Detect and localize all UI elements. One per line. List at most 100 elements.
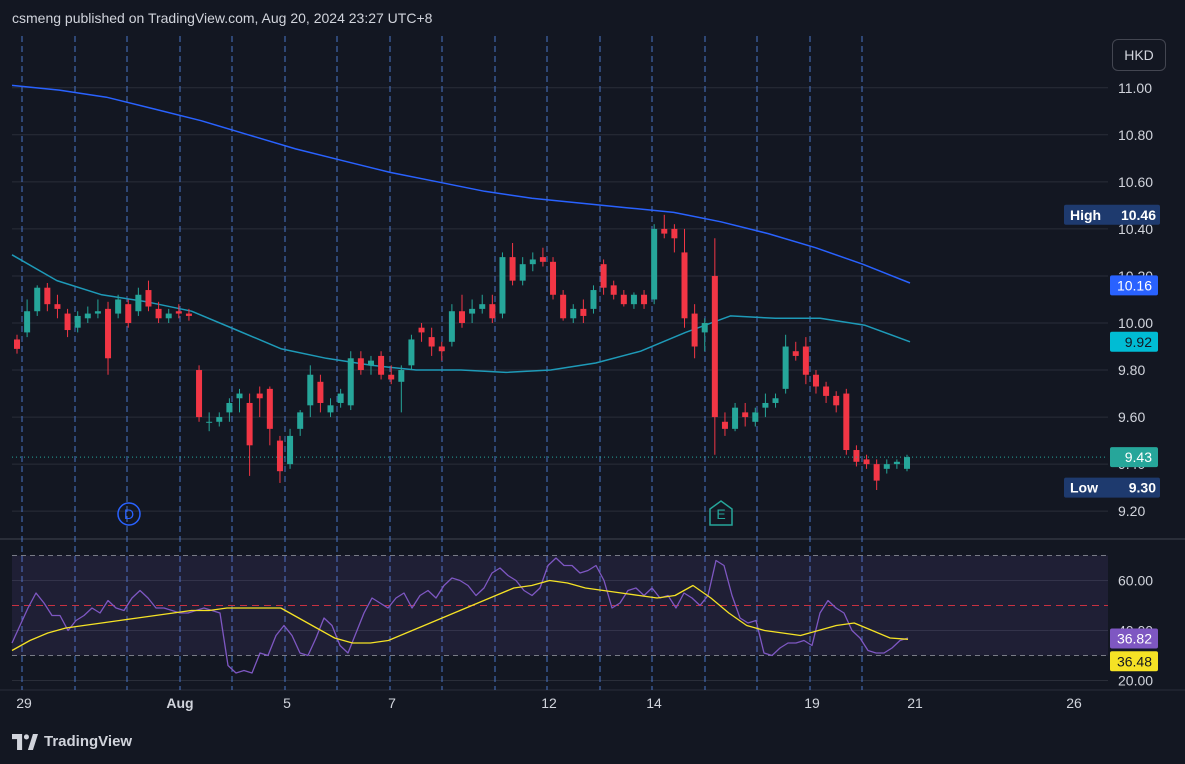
price-axis-label: 9.80 (1118, 362, 1145, 378)
ma-long-tag-bg (1110, 275, 1158, 296)
candle-body (610, 285, 617, 295)
candle-body (893, 461, 900, 465)
candle (489, 294, 496, 323)
candle (560, 290, 567, 321)
candle-body (135, 294, 142, 312)
candle-body (823, 386, 830, 396)
candle (337, 388, 344, 408)
tradingview-logo-icon (12, 733, 38, 750)
event-marker-d[interactable]: D (117, 502, 141, 526)
tradingview-footer[interactable]: TradingView (12, 733, 132, 750)
event-marker-e[interactable]: E (709, 500, 733, 526)
candle (378, 351, 385, 380)
candle-body (327, 405, 334, 413)
candle (317, 374, 324, 413)
candle (802, 337, 809, 385)
candle (287, 428, 294, 469)
candle (297, 410, 304, 436)
candle (398, 365, 405, 413)
time-axis-label: 26 (1066, 695, 1082, 711)
candle-body (145, 290, 152, 307)
candle-body (570, 308, 577, 319)
candle (539, 247, 546, 267)
candle-body (115, 299, 122, 314)
candle-body (347, 358, 354, 406)
ma-short-tag-bg (1110, 331, 1158, 352)
candle (479, 294, 486, 314)
high-marker-value: 10.46 (1121, 207, 1156, 223)
candle (863, 454, 870, 469)
currency-button[interactable]: HKD (1112, 39, 1166, 71)
candle-body (721, 421, 728, 429)
ma-short-tag: 9.92 (1125, 334, 1152, 350)
candle-body (438, 346, 445, 352)
time-axis-label: Aug (166, 695, 193, 711)
candle-body (459, 311, 465, 323)
candle (64, 308, 71, 338)
ma-long-tag: 10.16 (1117, 277, 1152, 293)
moving-average-long-line (11, 84, 911, 284)
rsi-band-background (12, 555, 1108, 656)
candle-body (287, 435, 294, 465)
candle (519, 257, 526, 286)
candle (347, 351, 354, 411)
candle-body (276, 440, 283, 472)
time-axis[interactable]: 29 Aug 5 7 12 14 19 21 26 (16, 695, 1082, 711)
candle (145, 280, 152, 312)
rsi-lines (11, 557, 909, 674)
price-axis-label: 10.40 (1118, 221, 1153, 237)
candle-body (64, 313, 71, 331)
candle-body (236, 393, 243, 399)
rsi-ma-line (11, 579, 909, 652)
candle (418, 322, 425, 342)
price-tags: High 10.46 Low 9.30 10.16 9.92 9.43 36.82 36.48 (1064, 204, 1160, 672)
current-price-tag: 9.43 (1125, 449, 1152, 465)
candle (873, 459, 880, 491)
candle-body (307, 374, 314, 406)
candle-body (54, 304, 61, 309)
candle (752, 407, 759, 427)
candle-body (94, 311, 101, 314)
candle-body (509, 257, 516, 281)
candle-body (772, 398, 779, 403)
candle (307, 365, 314, 418)
candle (165, 308, 172, 323)
candle-body (479, 304, 486, 309)
candle-body (630, 294, 637, 305)
candle (742, 402, 749, 427)
candle (893, 459, 900, 469)
candle (772, 393, 779, 408)
candle-body (297, 412, 304, 429)
candle (226, 398, 233, 422)
candle (135, 287, 142, 316)
candle-body (196, 370, 203, 418)
candle-body (378, 355, 385, 375)
grid-lines (0, 87, 1185, 691)
candle (155, 301, 162, 323)
candle (24, 299, 31, 338)
candle-body (580, 308, 587, 316)
candle-body (428, 337, 435, 347)
candle (620, 290, 627, 307)
candle (14, 334, 20, 354)
candle (590, 285, 597, 314)
candle (266, 386, 273, 446)
candle (853, 445, 860, 467)
candle (509, 243, 516, 286)
candle-body (691, 313, 698, 347)
candle-body (711, 275, 718, 418)
event-marker-letter: E (716, 506, 725, 522)
candle (782, 334, 789, 394)
candle (125, 299, 132, 328)
candle-body (499, 257, 506, 314)
current-price-tag-bg (1110, 447, 1158, 468)
candle-body (651, 228, 658, 300)
candle (105, 301, 112, 375)
candlestick-series[interactable] (14, 214, 910, 491)
candle-body (661, 228, 668, 234)
candle (115, 294, 122, 319)
candle-body (529, 259, 536, 265)
candle-body (206, 421, 213, 423)
